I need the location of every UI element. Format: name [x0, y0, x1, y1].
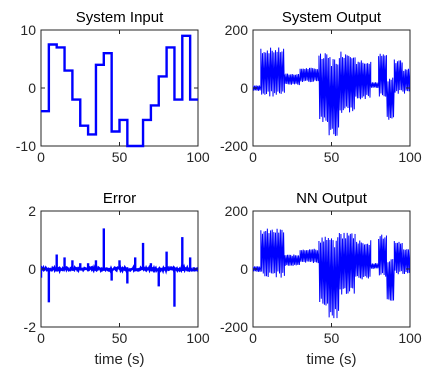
chart-title: System Output: [282, 9, 382, 26]
y-tick-label: 200: [225, 22, 249, 38]
x-tick-label: 0: [249, 330, 257, 346]
y-tick-label: 0: [240, 261, 248, 277]
x-tick-label: 50: [112, 330, 128, 346]
y-tick-label: 10: [20, 22, 36, 38]
x-tick-label: 100: [186, 330, 210, 346]
y-tick-label: 200: [225, 203, 249, 219]
y-tick-label: 0: [28, 261, 36, 277]
y-tick-label: 0: [28, 80, 36, 96]
plot-area: [41, 228, 198, 307]
chart-title: NN Output: [296, 190, 368, 207]
x-tick-label: 0: [37, 149, 45, 165]
x-tick-label: 50: [324, 330, 340, 346]
y-tick-label: -2: [24, 319, 37, 335]
plot-area: [253, 228, 410, 319]
x-axis-label: time (s): [95, 351, 145, 368]
x-tick-label: 0: [249, 149, 257, 165]
x-tick-label: 100: [398, 330, 422, 346]
data-series-line: [253, 47, 410, 136]
data-series-line: [41, 34, 198, 148]
chart-title: Error: [103, 190, 136, 207]
y-tick-label: 2: [28, 203, 36, 219]
x-tick-label: 50: [324, 149, 340, 165]
y-tick-label: -10: [16, 138, 36, 154]
plot-area: [41, 34, 198, 148]
x-tick-label: 100: [186, 149, 210, 165]
x-tick-label: 100: [398, 149, 422, 165]
y-tick-label: -200: [220, 138, 248, 154]
x-tick-label: 0: [37, 330, 45, 346]
y-tick-label: 0: [240, 80, 248, 96]
plot-area: [253, 47, 410, 136]
x-tick-label: 50: [112, 149, 128, 165]
data-series-line: [253, 228, 410, 319]
chart-title: System Input: [76, 9, 164, 26]
y-tick-label: -200: [220, 319, 248, 335]
x-axis-label: time (s): [307, 351, 357, 368]
